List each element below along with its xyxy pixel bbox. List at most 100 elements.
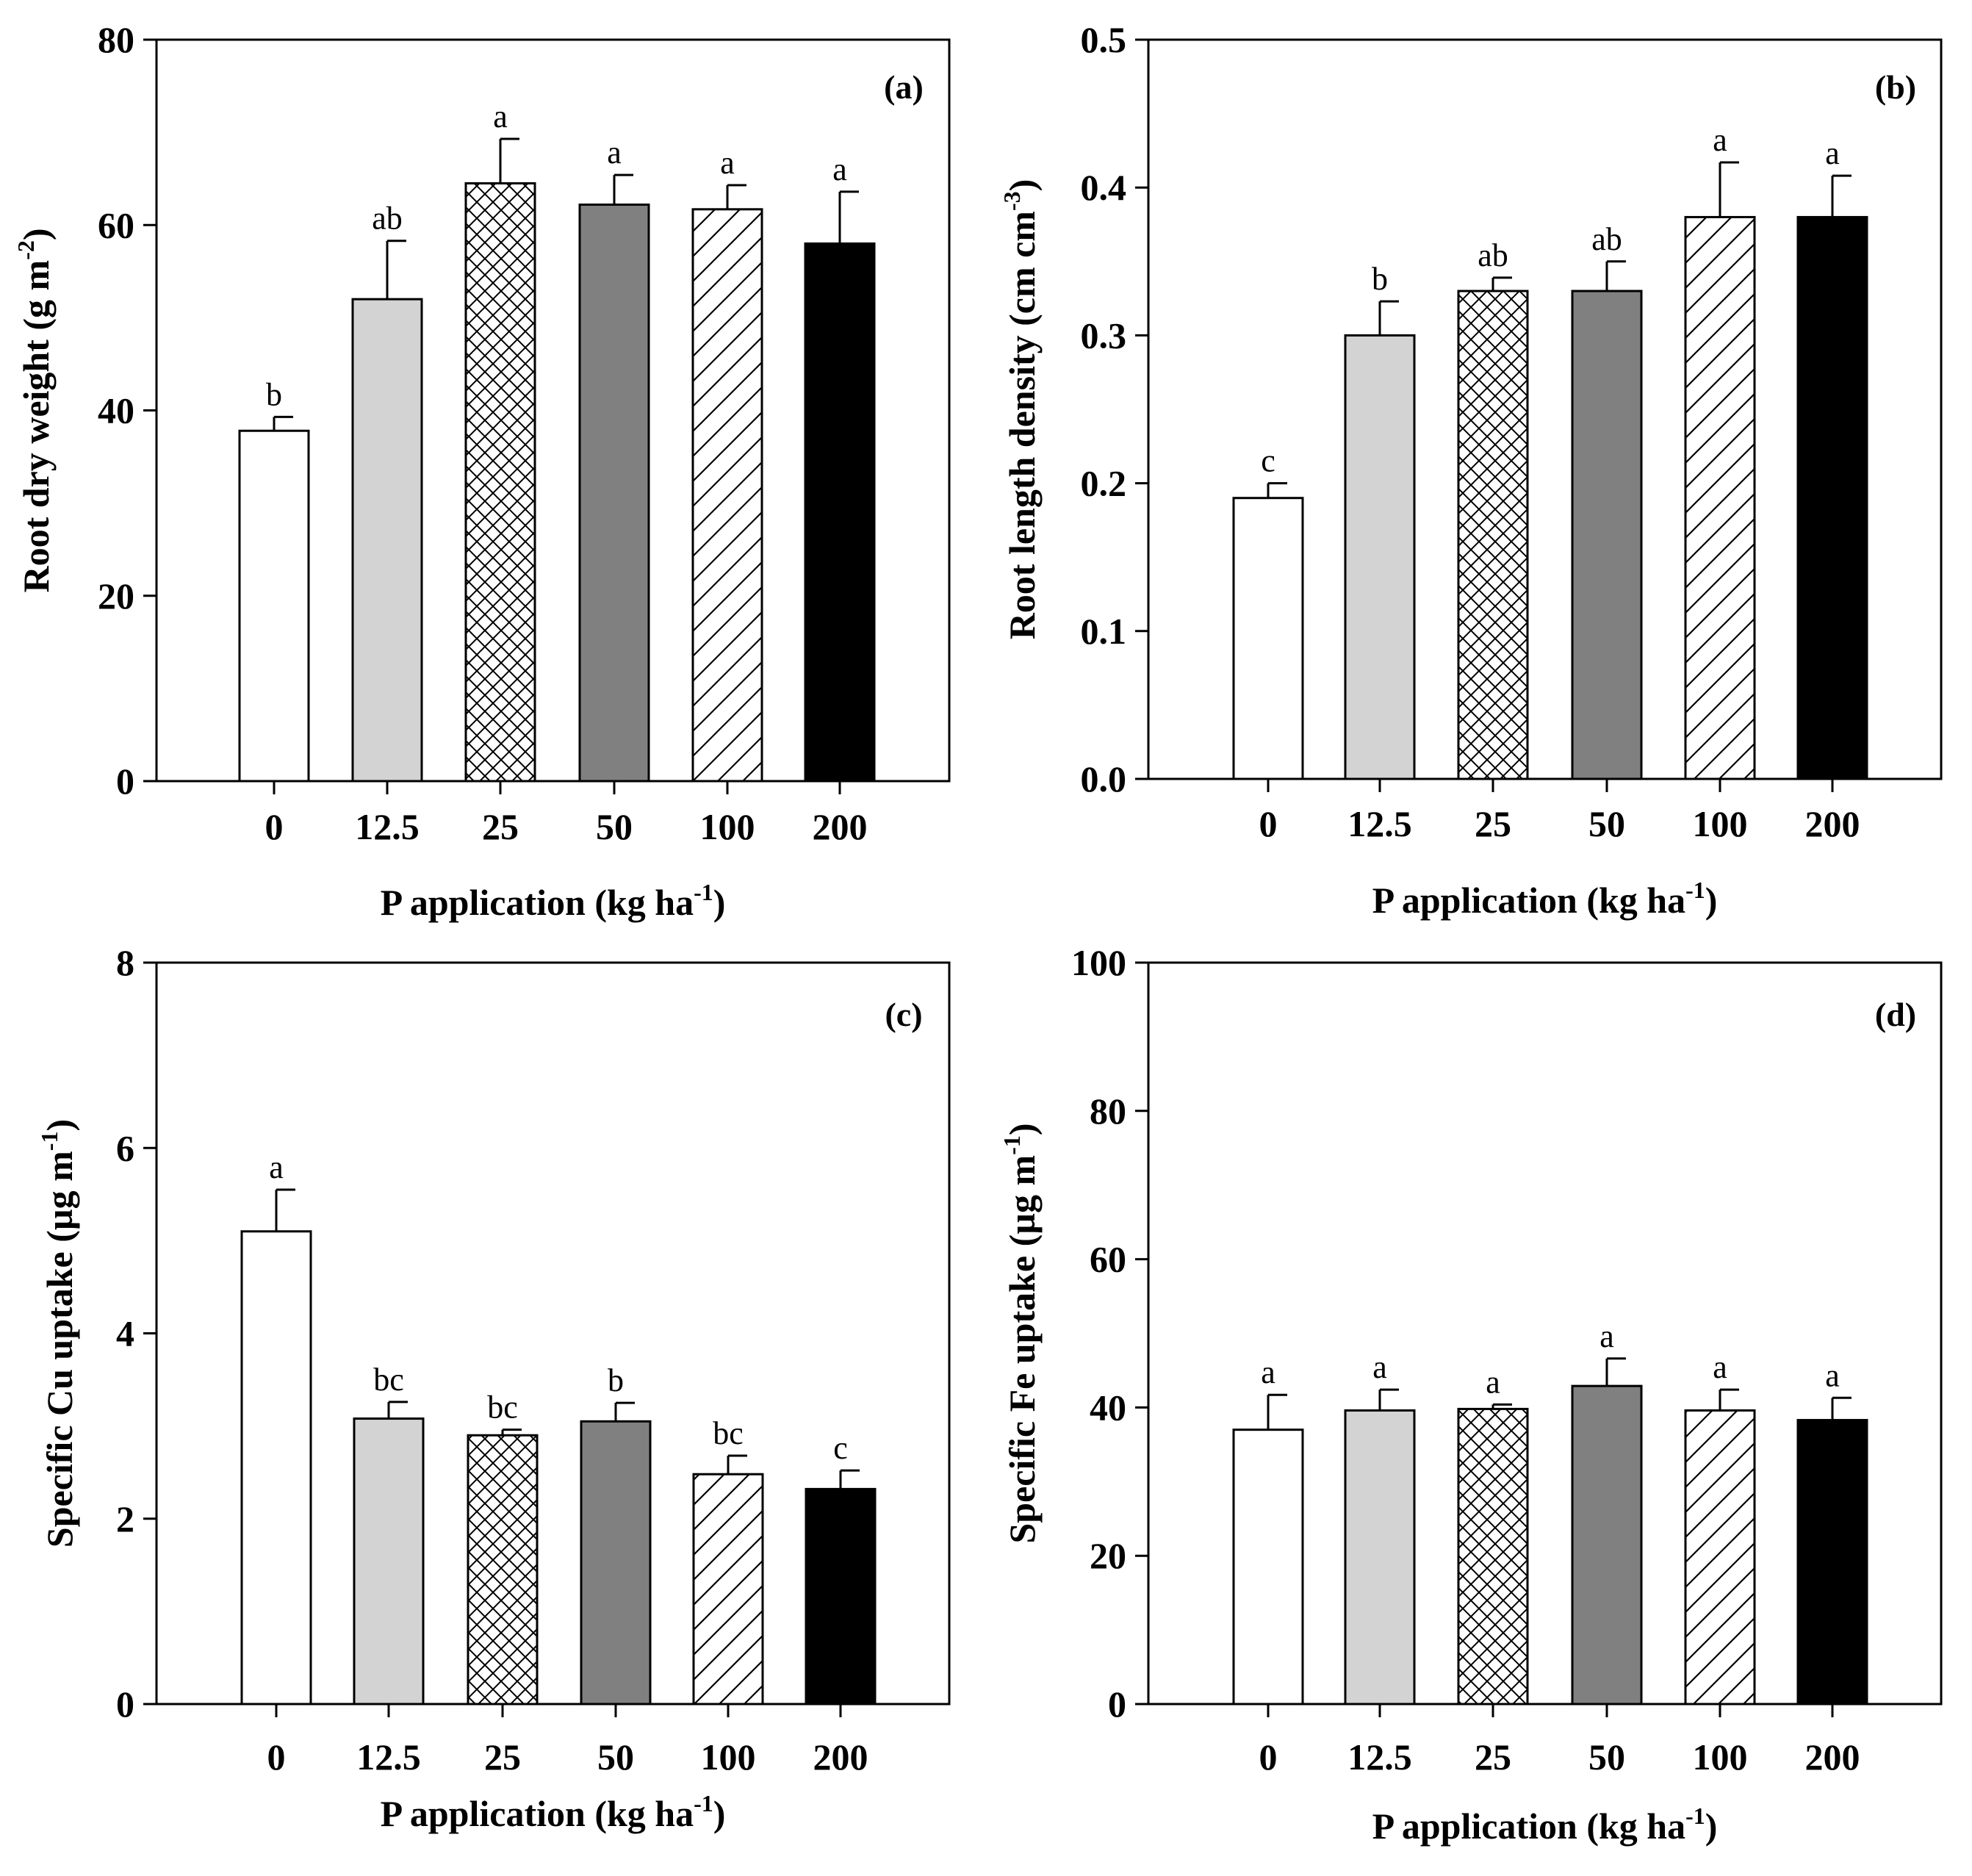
plot-frame (1147, 38, 1943, 780)
y-tick-label: 0.4 (1081, 167, 1127, 208)
y-axis-title: Specific Fe uptake (µg m-1) (998, 1123, 1043, 1543)
significance-letter: ab (372, 201, 403, 237)
bar (580, 1420, 652, 1706)
y-tick-label: 0 (116, 761, 134, 802)
significance-letter: bc (373, 1362, 404, 1398)
significance-letter: a (1599, 1318, 1614, 1354)
x-tick-label: 25 (482, 806, 519, 847)
x-tick-label: 200 (813, 806, 868, 847)
significance-letter: a (1261, 1354, 1275, 1390)
x-tick-label: 100 (700, 806, 755, 847)
bar (578, 204, 650, 783)
y-axis-title: Root dry weight (g m-2) (12, 228, 57, 592)
bar (1232, 1428, 1304, 1706)
y-tick-label: 0 (1108, 1683, 1126, 1725)
panel-label: (d) (1875, 996, 1916, 1033)
panel-label: (a) (884, 68, 924, 106)
panel-label: (b) (1875, 68, 1916, 106)
y-tick-label: 100 (1071, 942, 1126, 983)
panel-d: 0 20 40 60 80 100 a 0 a 12.5 a 25 a 50 a 100 a 200 (d) P ap… (998, 942, 1943, 1847)
significance-letter: a (607, 134, 622, 170)
significance-letter: a (493, 98, 508, 134)
y-axis-title: Root length density (cm cm-3) (998, 179, 1043, 640)
y-tick-label: 40 (1090, 1387, 1126, 1428)
bar (353, 1417, 425, 1706)
y-tick-label: 0.2 (1081, 463, 1127, 504)
x-tick-label: 200 (1805, 1736, 1860, 1778)
x-tick-label: 50 (597, 1736, 634, 1778)
panel-c: 0 2 4 6 8 a 0 bc 12.5 bc 25 b 50 bc 100 c 200 (c) P applic… (36, 942, 951, 1834)
bar (691, 208, 763, 783)
x-tick-label: 50 (596, 806, 633, 847)
y-tick-label: 20 (1090, 1535, 1126, 1576)
x-tick-label: 100 (701, 1736, 756, 1778)
x-tick-label: 50 (1588, 1736, 1625, 1778)
x-tick-label: 0 (267, 1736, 286, 1778)
bar (238, 429, 310, 783)
x-tick-label: 0 (265, 806, 284, 847)
bar (351, 298, 423, 783)
y-tick-label: 60 (98, 204, 134, 245)
significance-letter: b (608, 1362, 624, 1398)
x-axis-title: P application (kg ha-1) (381, 879, 726, 923)
x-tick-label: 12.5 (1347, 803, 1412, 844)
x-tick-label: 12.5 (1347, 1736, 1412, 1778)
y-tick-label: 20 (98, 575, 134, 617)
significance-letter: ab (1478, 237, 1508, 273)
bar (1571, 290, 1643, 780)
bar (1344, 334, 1416, 780)
y-tick-label: 40 (98, 390, 134, 431)
x-axis-title: P application (kg ha-1) (381, 1790, 726, 1834)
y-tick-label: 0.1 (1081, 611, 1127, 652)
bar (805, 1487, 877, 1706)
significance-letter: a (1825, 135, 1840, 171)
x-axis-title: P application (kg ha-1) (1372, 877, 1718, 921)
significance-letter: ab (1591, 221, 1622, 257)
x-tick-label: 12.5 (356, 1736, 421, 1778)
y-tick-label: 0.3 (1081, 315, 1127, 356)
x-tick-label: 25 (1475, 1736, 1511, 1778)
panel-b: 0.0 0.1 0.2 0.3 0.4 0.5 c 0 b 12.5 ab 25 ab 50 a 100 a 20… (998, 19, 1943, 921)
bar (1232, 497, 1304, 780)
significance-letter: b (1372, 261, 1388, 297)
significance-letter: a (269, 1149, 284, 1185)
bar (692, 1473, 764, 1706)
bar (1684, 1409, 1756, 1706)
significance-letter: c (833, 1430, 848, 1466)
bar (464, 182, 536, 783)
panel-a: 0 20 40 60 80 b 0 ab 12.5 a 25 a 50 a 100 a 200 (a) P appl… (12, 19, 951, 923)
significance-letter: a (1825, 1357, 1840, 1393)
y-tick-label: 60 (1090, 1239, 1126, 1280)
y-tick-label: 6 (116, 1127, 134, 1168)
bar (1796, 1419, 1868, 1706)
y-tick-label: 2 (116, 1498, 134, 1539)
y-tick-label: 0.0 (1081, 758, 1127, 799)
x-axis-title: P application (kg ha-1) (1372, 1803, 1718, 1847)
bar (240, 1230, 312, 1706)
x-tick-label: 200 (1805, 803, 1860, 844)
bar (804, 242, 876, 783)
significance-letter: a (1713, 122, 1727, 158)
significance-letter: a (832, 151, 847, 187)
significance-letter: a (1372, 1349, 1387, 1385)
x-tick-label: 200 (813, 1736, 868, 1778)
significance-letter: c (1261, 443, 1275, 479)
x-tick-label: 12.5 (355, 806, 420, 847)
y-tick-label: 4 (116, 1313, 134, 1354)
y-axis-title: Specific Cu uptake (µg m-1) (36, 1119, 80, 1548)
bar (1796, 215, 1868, 780)
bar (1457, 290, 1529, 780)
panel-label: (c) (885, 996, 922, 1033)
x-tick-label: 0 (1259, 1736, 1278, 1778)
x-tick-label: 0 (1259, 803, 1278, 844)
significance-letter: b (266, 376, 282, 412)
significance-letter: a (1486, 1364, 1500, 1400)
y-tick-label: 0.5 (1081, 19, 1127, 60)
bar (467, 1434, 539, 1706)
y-tick-label: 80 (1090, 1090, 1126, 1132)
significance-letter: a (1713, 1349, 1727, 1385)
bar (1684, 215, 1756, 780)
x-tick-label: 100 (1693, 803, 1748, 844)
significance-letter: bc (487, 1390, 518, 1426)
